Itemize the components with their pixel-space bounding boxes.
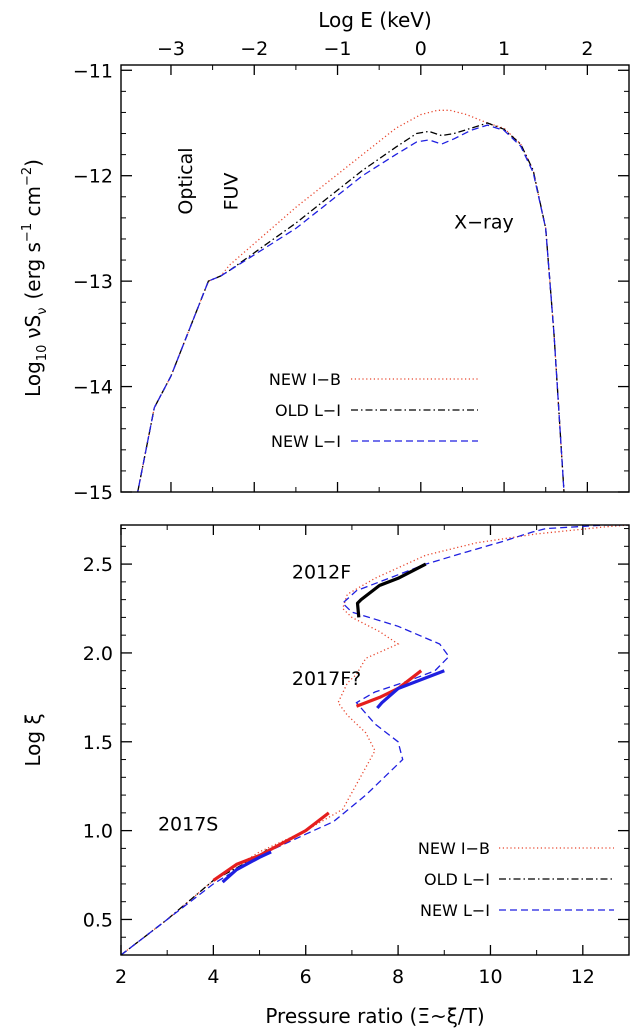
bottom-annotations: 2012F 2017F? 2017S [158, 561, 361, 835]
bottom-solid-segment [355, 669, 423, 708]
bottom-series [121, 525, 629, 955]
top-legend-label: NEW L−I [271, 432, 341, 451]
top-xtick-label: 2 [581, 38, 593, 60]
bottom-ytick-label: 1.5 [83, 732, 113, 754]
bottom-legend-label: OLD L−I [424, 870, 490, 889]
bottom-ytick-label: 2.0 [83, 643, 113, 665]
bottom-xtick-label: 2 [115, 966, 127, 988]
top-xtick-label: 0 [415, 38, 427, 60]
bottom-legend-label: NEW I−B [418, 839, 490, 858]
bottom-solid-segment [376, 669, 445, 710]
top-ytick-label: −11 [73, 60, 113, 82]
bottom-xtick-label: 4 [207, 966, 219, 988]
bottom-annotation: 2012F [292, 561, 351, 583]
top-xtick-label: −3 [157, 38, 185, 60]
bottom-legend-label: NEW L−I [420, 901, 490, 920]
top-ytick-label: −12 [73, 166, 113, 188]
top-yaxis-title: Log10νSν(erg s−1 cm−2) [20, 159, 50, 397]
top-xtick-label: 1 [498, 38, 510, 60]
top-xtick-label: −2 [240, 38, 268, 60]
top-ytick-label: −14 [73, 377, 113, 399]
bottom-legend: NEW I−B OLD L−I NEW L−I [418, 839, 614, 920]
top-plot-frame [120, 64, 630, 493]
bottom-panel: 2 4 6 8 10 12 0.5 1.0 1.5 2.0 2.5 Log ξ Pressure r… [21, 524, 630, 1028]
top-legend-label: NEW I−B [269, 370, 341, 389]
top-ytick-label: −15 [73, 482, 113, 504]
bottom-solid-segment [221, 850, 272, 884]
bottom-annotation: 2017F? [292, 668, 361, 690]
top-annotations: Optical FUV X−ray [175, 147, 514, 233]
top-panel: Log E (keV) −3 −2 −1 0 1 2 −11 −12 −13 −14 −15 Log… [20, 8, 630, 504]
top-series [137, 109, 565, 492]
top-legend-label: OLD L−I [275, 401, 341, 420]
bottom-xtick-label: 8 [392, 966, 404, 988]
bottom-xtick-label: 12 [571, 966, 595, 988]
bottom-ytick-label: 0.5 [83, 909, 113, 931]
bottom-plot-frame [120, 524, 630, 956]
top-ticks: −3 −2 −1 0 1 2 −11 −12 −13 −14 −15 [73, 38, 629, 504]
bottom-ticks: 2 4 6 8 10 12 0.5 1.0 1.5 2.0 2.5 [83, 525, 629, 988]
top-legend: NEW I−B OLD L−I NEW L−I [269, 370, 478, 451]
top-annotation: X−ray [454, 211, 514, 233]
top-series-new-l-i [137, 124, 565, 492]
top-annotation: Optical [175, 147, 197, 214]
bottom-ytick-label: 2.5 [83, 554, 113, 576]
top-ytick-label: −13 [73, 271, 113, 293]
bottom-xtick-label: 10 [478, 966, 502, 988]
bottom-series-new-l-i [121, 525, 629, 955]
top-series-old-l-i [137, 122, 565, 492]
top-xtick-label: −1 [324, 38, 352, 60]
bottom-yaxis-title: Log ξ [21, 713, 45, 766]
bottom-solid-segment [355, 562, 427, 618]
bottom-annotation: 2017S [158, 814, 218, 836]
bottom-solid-segment [212, 811, 330, 882]
top-xaxis-title: Log E (keV) [318, 8, 432, 32]
top-annotation: FUV [221, 173, 243, 211]
bottom-xaxis-title: Pressure ratio (Ξ~ξ/T) [265, 1004, 484, 1028]
bottom-xtick-label: 6 [300, 966, 312, 988]
bottom-ytick-label: 1.0 [83, 821, 113, 843]
top-series-new-i-b [137, 109, 565, 492]
